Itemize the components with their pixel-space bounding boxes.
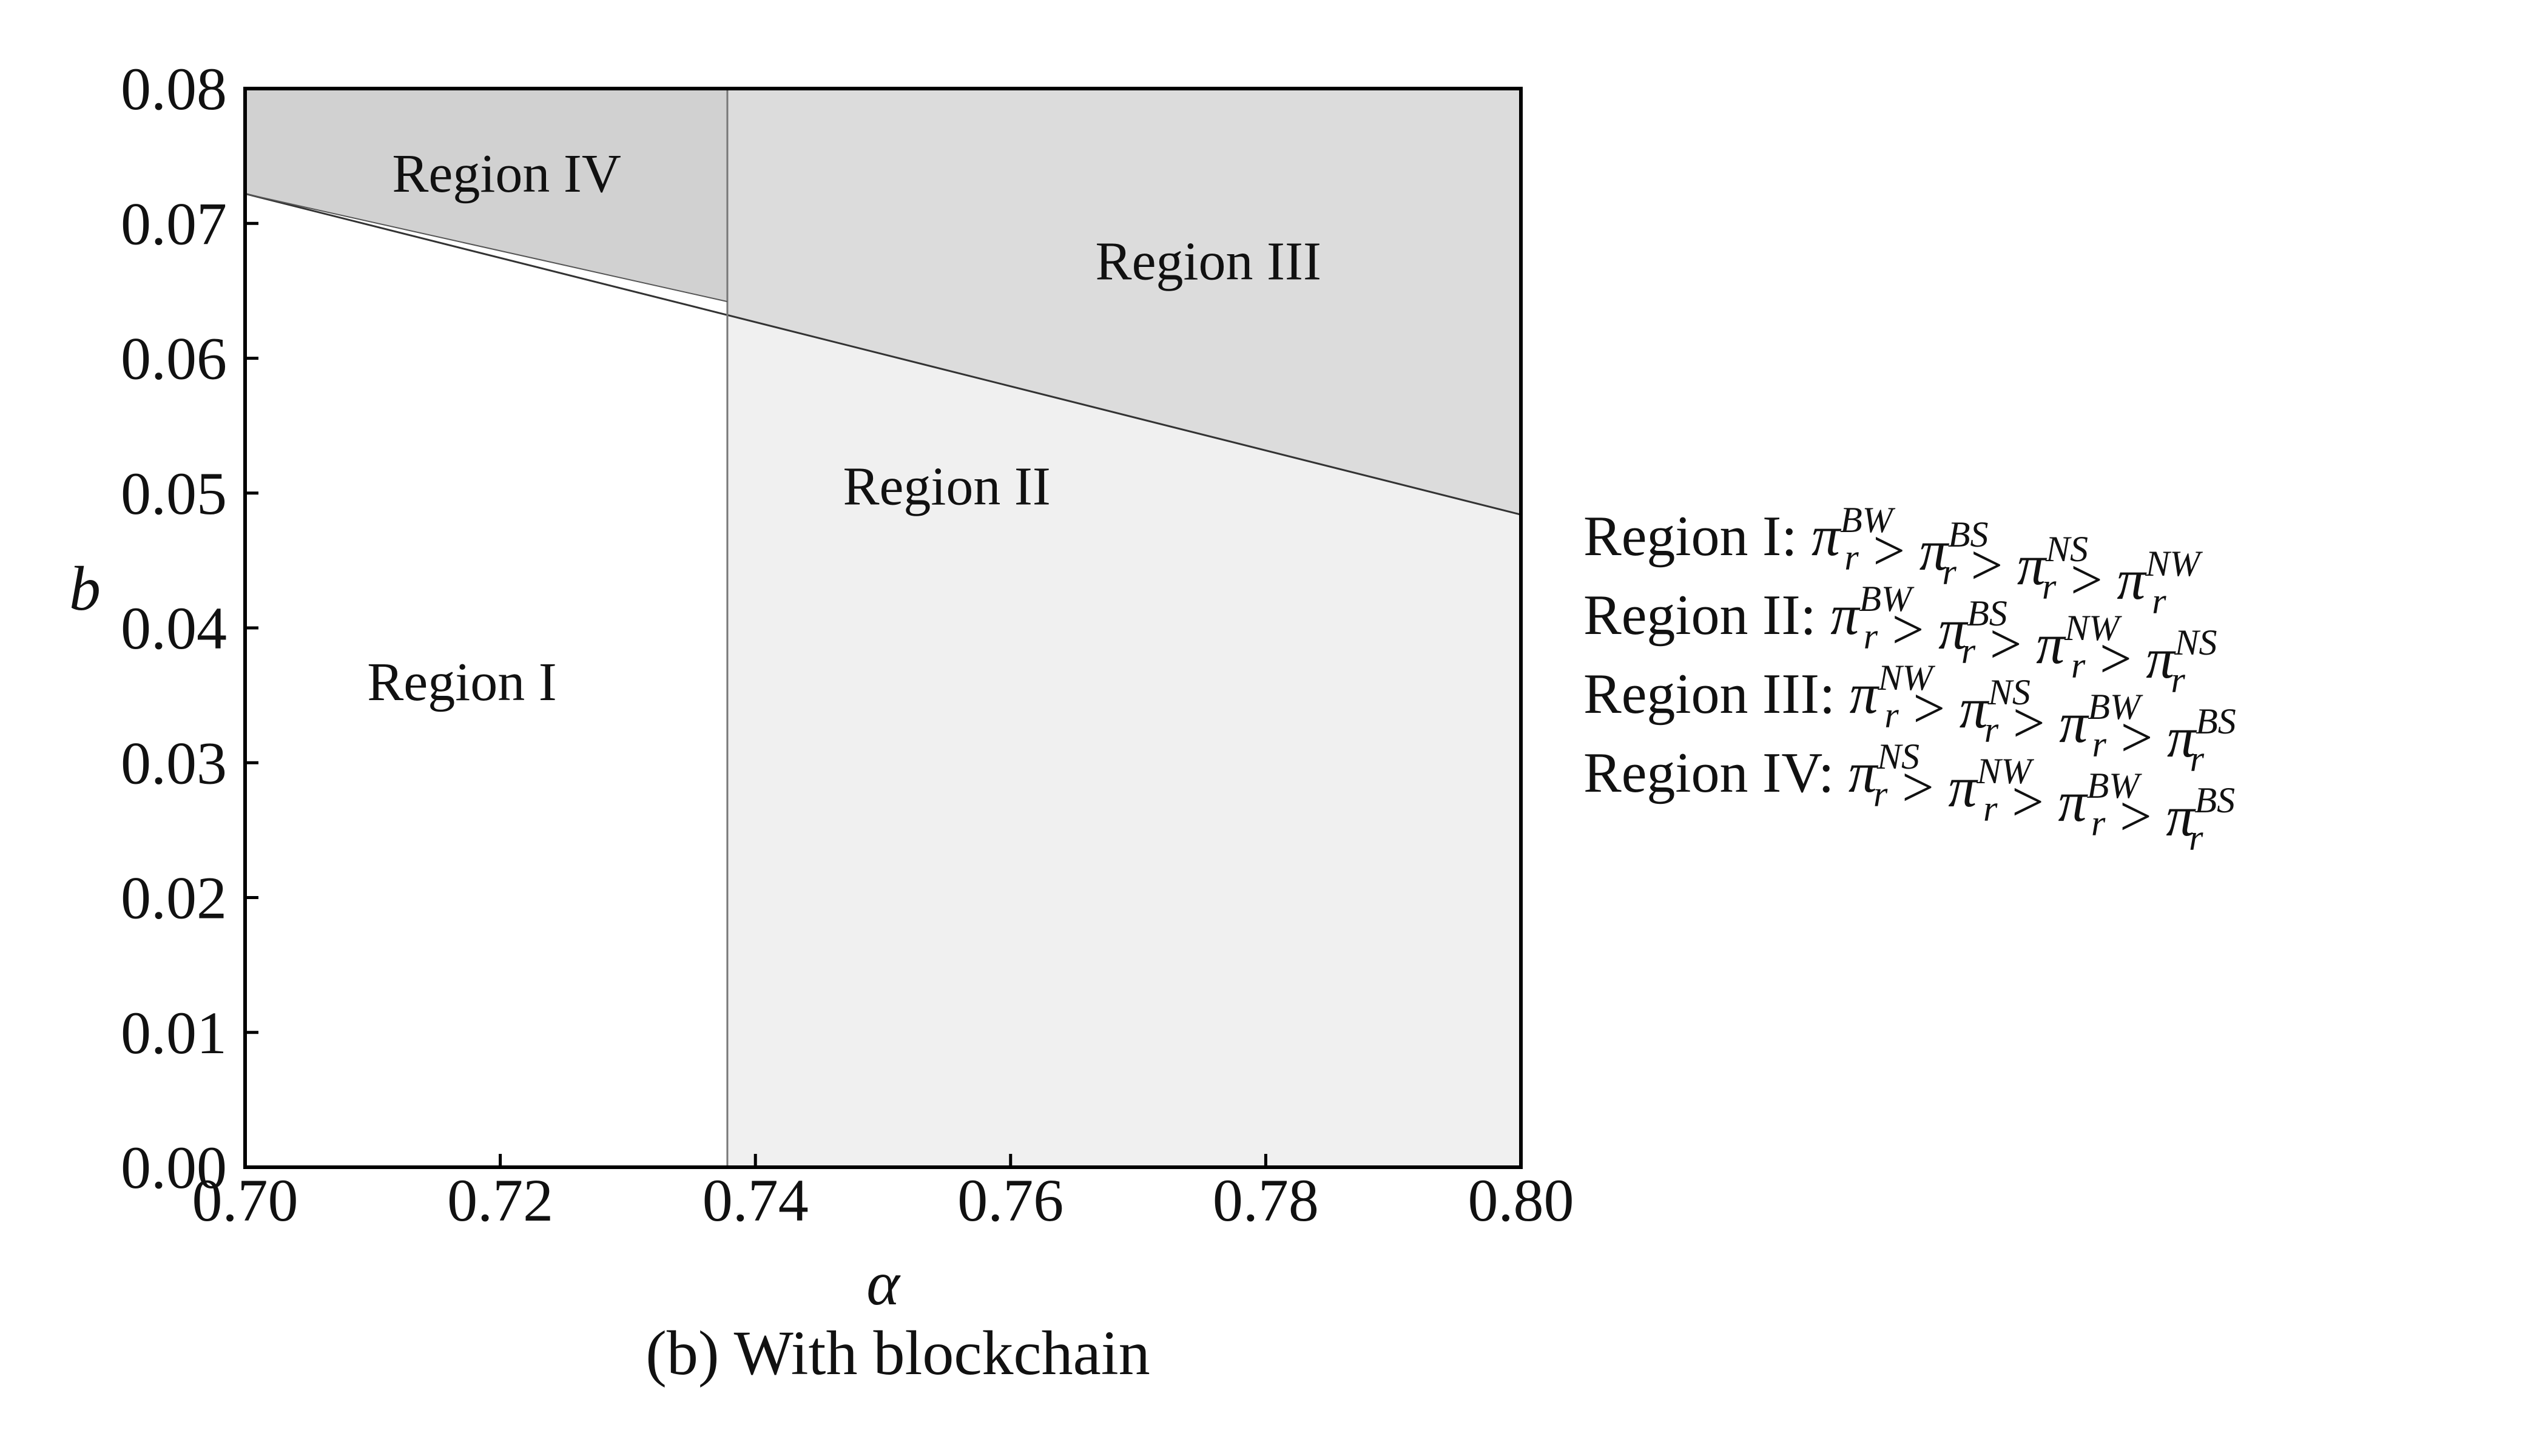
region-label-3: Region III [1096, 231, 1321, 291]
legend-entry: Region III: πNW r > πNS r > πBW r > πBS r [1583, 658, 2236, 779]
region-area-4 [245, 89, 727, 302]
region-labels: Region I Region II Region III Region IV [367, 144, 1321, 712]
y-axis-label: b [69, 554, 101, 624]
region-area-3 [727, 89, 1521, 515]
legend-entry: Region I: πBW r > πBS r > πNS r > πNW r [1583, 500, 2203, 621]
plot-regions [245, 89, 1521, 1168]
region-label-4: Region IV [392, 144, 621, 204]
region-area-2 [727, 315, 1521, 1167]
y-tick-label: 0.01 [121, 999, 227, 1067]
region-boundaries [244, 89, 1522, 1167]
y-tick-label: 0.06 [121, 325, 227, 393]
y-tick-label: 0.02 [121, 864, 227, 932]
threshold-line [244, 192, 1522, 516]
x-tick-label: 0.70 [192, 1167, 298, 1234]
x-tick-label: 0.72 [447, 1167, 553, 1234]
x-axis-label: α [866, 1249, 901, 1318]
region-label-2: Region II [843, 457, 1050, 517]
y-tick-label: 0.07 [121, 190, 227, 257]
y-tick-label: 0.04 [121, 595, 227, 662]
x-axis: 0.70 0.72 0.74 0.76 0.78 0.80 [192, 1154, 1574, 1234]
region-label-1: Region I [367, 652, 556, 712]
region-area-1 [245, 194, 727, 1168]
legend: Region I: πBW r > πBS r > πNS r > πNW rRegio… [1583, 500, 2236, 858]
x-tick-label: 0.80 [1468, 1167, 1574, 1234]
y-tick-label: 0.00 [121, 1134, 227, 1201]
legend-entry: Region II: πBW r > πBS r > πNW r > πNS r [1583, 579, 2217, 700]
region-iv-edge [244, 193, 728, 303]
y-tick-label: 0.08 [121, 55, 227, 123]
y-tick-label: 0.03 [121, 729, 227, 797]
y-axis: 0.00 0.01 0.02 0.03 0.04 0.05 0.06 0.07 0.08 [121, 55, 258, 1201]
legend-entry: Region IV: πNS r > πNW r > πBW r > πBS r [1583, 736, 2235, 858]
chart-caption: (b) With blockchain [645, 1318, 1150, 1388]
x-tick-label: 0.76 [957, 1167, 1063, 1234]
x-tick-label: 0.74 [703, 1167, 809, 1234]
y-tick-label: 0.05 [121, 460, 227, 527]
x-tick-label: 0.78 [1213, 1167, 1319, 1234]
